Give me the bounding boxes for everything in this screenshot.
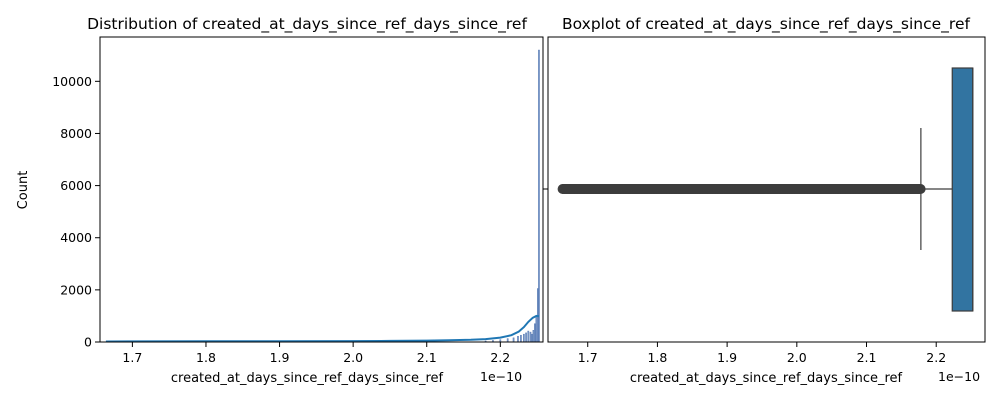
histogram-y-tick-label: 6000: [60, 178, 92, 193]
histogram-x-tick-label: 1.7: [122, 350, 142, 365]
boxplot-x-tick-label: 2.1: [857, 350, 877, 365]
boxplot-x-tick-label: 1.9: [717, 350, 737, 365]
histogram-y-tick-label: 0: [84, 335, 92, 350]
boxplot-x-tick-label: 1.7: [578, 350, 598, 365]
histogram-x-offset-label: 1e−10: [480, 369, 522, 384]
boxplot-axes-frame: [547, 36, 986, 343]
boxplot-x-ticks: 1.7 1.8 1.9 2.0 2.1 2.2: [578, 342, 946, 365]
histogram-axes-frame: [99, 36, 544, 343]
boxplot-x-tick-label: 2.2: [926, 350, 946, 365]
histogram-bars: [484, 49, 540, 343]
histogram-bar: [535, 315, 538, 343]
boxplot-x-tick-label: 1.8: [647, 350, 667, 365]
histogram-x-tick-label: 2.2: [490, 350, 510, 365]
histogram-bar: [512, 337, 515, 343]
boxplot-iqr-box: [951, 67, 974, 312]
kde-line: [105, 314, 540, 343]
boxplot-panel: Boxplot of created_at_days_since_ref_day…: [543, 15, 986, 386]
histogram-bar: [531, 333, 533, 343]
boxplot-outliers: [557, 184, 926, 194]
histogram-x-tick-label: 2.1: [417, 350, 437, 365]
histogram-bar: [506, 338, 509, 343]
boxplot-x-label: created_at_days_since_ref_days_since_ref: [630, 371, 903, 386]
histogram-bar: [534, 323, 536, 343]
boxplot-box: [920, 67, 974, 312]
histogram-bar: [527, 330, 530, 343]
histogram-bar: [525, 332, 527, 343]
histogram-x-tick-label: 1.9: [270, 350, 290, 365]
histogram-y-tick-label: 8000: [60, 126, 92, 141]
histogram-y-tick-label: 4000: [60, 230, 92, 245]
histogram-panel: Distribution of created_at_days_since_re…: [16, 15, 544, 386]
histogram-x-label: created_at_days_since_ref_days_since_ref: [171, 371, 444, 386]
histogram-y-tick-label: 2000: [60, 282, 92, 297]
histogram-bar: [517, 336, 519, 343]
histogram-y-tick-label: 10000: [52, 74, 92, 89]
histogram-x-ticks: 1.7 1.8 1.9 2.0 2.1 2.2: [122, 342, 510, 365]
histogram-x-tick-label: 2.0: [343, 350, 363, 365]
histogram-bar: [538, 49, 540, 343]
boxplot-x-offset-label: 1e−10: [938, 369, 980, 384]
histogram-bar: [523, 333, 525, 343]
histogram-x-tick-label: 1.8: [196, 350, 216, 365]
boxplot-title: Boxplot of created_at_days_since_ref_day…: [562, 15, 970, 34]
histogram-title: Distribution of created_at_days_since_re…: [87, 15, 527, 34]
boxplot-x-tick-label: 2.0: [787, 350, 807, 365]
histogram-y-ticks: 0 2000 4000 6000 8000 10000: [52, 74, 100, 350]
histogram-bar: [520, 334, 522, 343]
histogram-bar: [532, 330, 535, 343]
histogram-bar: [529, 331, 532, 343]
histogram-y-label: Count: [16, 171, 31, 210]
